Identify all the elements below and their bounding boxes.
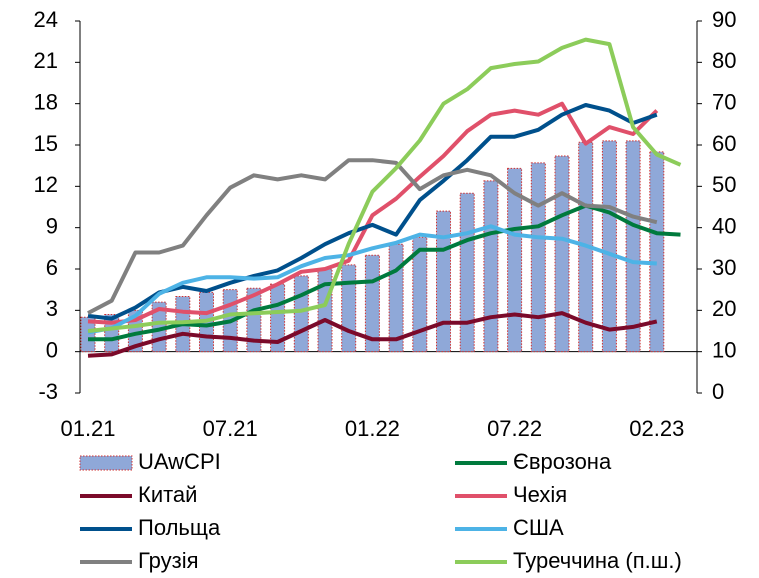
y-tick-label: 12 xyxy=(34,172,58,197)
bar xyxy=(246,287,262,353)
legend-label: Єврозона xyxy=(513,449,612,474)
y-tick-label: 6 xyxy=(46,255,58,280)
y-tick-label: -3 xyxy=(38,379,58,404)
bar xyxy=(601,140,617,353)
bar xyxy=(554,155,570,353)
bar xyxy=(412,236,428,353)
y-tick-label: 3 xyxy=(46,296,58,321)
x-tick-label: 07.21 xyxy=(203,416,258,441)
line xyxy=(87,103,658,321)
y-tick-label: 15 xyxy=(34,131,58,156)
bar xyxy=(317,268,333,353)
bar xyxy=(530,162,546,353)
legend-label: Туреччина (п.ш.) xyxy=(513,548,682,573)
y2-tick-label: 0 xyxy=(712,379,724,404)
legend-label: UAwCPI xyxy=(138,449,221,474)
y-tick-label: 18 xyxy=(34,89,58,114)
y-tick-label: 9 xyxy=(46,213,58,238)
x-tick-label: 01.21 xyxy=(60,416,115,441)
legend-label: Китай xyxy=(138,482,197,507)
y-tick-label: 0 xyxy=(46,337,58,362)
legend-swatch xyxy=(79,455,133,471)
y2-tick-label: 80 xyxy=(712,48,736,73)
x-tick-label: 07.22 xyxy=(487,416,542,441)
bar xyxy=(293,275,309,353)
y2-tick-label: 10 xyxy=(712,337,736,362)
bar xyxy=(507,167,523,353)
line xyxy=(87,224,657,335)
bar xyxy=(436,210,451,353)
line xyxy=(87,311,658,358)
y-tick-label: 24 xyxy=(34,7,58,32)
line xyxy=(87,158,658,315)
bar xyxy=(625,140,641,353)
y2-tick-label: 60 xyxy=(712,131,736,156)
x-tick-label: 01.22 xyxy=(345,416,400,441)
legend-label: Грузія xyxy=(138,548,199,573)
line xyxy=(88,203,681,342)
bar xyxy=(483,180,499,353)
bar xyxy=(459,192,475,353)
y2-tick-label: 90 xyxy=(712,7,736,32)
y2-tick-label: 70 xyxy=(712,89,736,114)
y2-tick-label: 30 xyxy=(712,255,736,280)
legend-label: США xyxy=(513,515,564,540)
legend-label: Польща xyxy=(138,515,221,540)
x-tick-label: 02.23 xyxy=(629,416,684,441)
y-tick-label: 21 xyxy=(34,48,58,73)
bar xyxy=(341,264,357,353)
line xyxy=(87,37,682,333)
line xyxy=(87,101,659,325)
y2-tick-label: 40 xyxy=(712,213,736,238)
y2-tick-label: 50 xyxy=(712,172,736,197)
y2-tick-label: 20 xyxy=(712,296,736,321)
legend-label: Чехія xyxy=(513,482,567,507)
